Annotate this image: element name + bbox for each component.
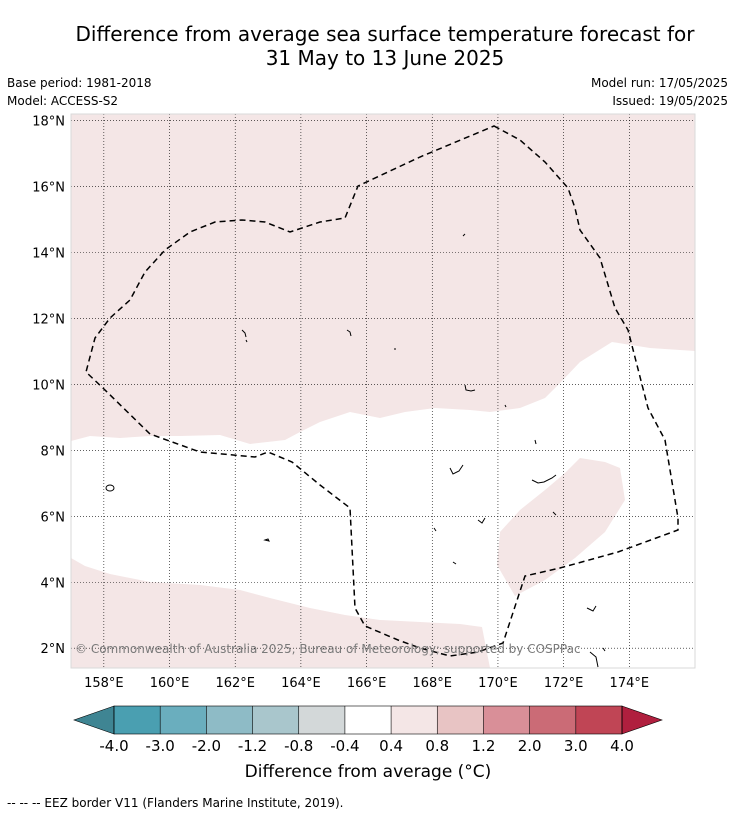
- island-15: [589, 651, 599, 668]
- islands: [105, 233, 606, 668]
- colorbar-tick-label: -2.0: [192, 737, 221, 755]
- island-2: [263, 538, 270, 542]
- colorbar-under-arrow: [73, 705, 115, 735]
- island-16: [602, 647, 606, 652]
- lat-tick-label: 6°N: [41, 510, 66, 525]
- title-line-2: 31 May to 13 June 2025: [265, 46, 505, 70]
- island-4: [346, 329, 352, 337]
- meta-left: Base period: 1981-2018 Model: ACCESS-S2: [7, 74, 152, 110]
- island-14: [586, 605, 597, 612]
- lon-tick-label: 160°E: [150, 676, 190, 691]
- eez-border: [85, 125, 679, 657]
- colorbar-segment: [575, 706, 622, 734]
- lat-tick-label: 4°N: [41, 576, 66, 591]
- eastern-warm-region: [497, 458, 625, 596]
- lat-tick-label: 10°N: [32, 378, 65, 393]
- lat-tick-label: 16°N: [32, 181, 65, 196]
- lat-tick-label: 8°N: [41, 444, 66, 459]
- colorbar-segment: [483, 706, 530, 734]
- colorbar-tick-label: -1.2: [238, 737, 267, 755]
- colorbar-tick-label: 1.2: [472, 737, 496, 755]
- colorbar-tick-label: -4.0: [99, 737, 128, 755]
- colorbar-tick-label: -0.8: [284, 737, 313, 755]
- island-8: [449, 464, 464, 475]
- island-10: [531, 474, 557, 484]
- lon-tick-label: 168°E: [412, 676, 452, 691]
- gridlines: [71, 114, 695, 668]
- island-1: [105, 484, 115, 492]
- lat-tick-label: 12°N: [32, 312, 65, 327]
- island-12: [433, 527, 437, 532]
- map-title: Difference from average sea surface temp…: [40, 22, 730, 70]
- colorbar-segment: [391, 706, 438, 734]
- lon-tick-label: 172°E: [544, 676, 584, 691]
- model-name: Model: ACCESS-S2: [7, 94, 119, 108]
- lat-tick-label: 18°N: [32, 115, 65, 130]
- colorbar-over-arrow: [621, 705, 663, 735]
- longitude-labels: 158°E 160°E 162°E 164°E 166°E 168°E 170°E 172°E…: [84, 676, 649, 691]
- island-17: [534, 439, 537, 445]
- base-period: Base period: 1981-2018: [7, 76, 152, 90]
- island-13: [452, 561, 457, 565]
- colorbar-tick-label: 0.4: [379, 737, 403, 755]
- island-6: [462, 233, 466, 237]
- lon-tick-label: 174°E: [610, 676, 650, 691]
- latitude-labels: 18°N 16°N 14°N 12°N 10°N 8°N 6°N 4°N 2°N: [32, 115, 65, 658]
- model-run: Model run: 17/05/2025: [590, 76, 728, 90]
- colorbar-segment: [529, 706, 576, 734]
- copyright-note: © Commonwealth of Australia 2025, Bureau…: [75, 642, 581, 656]
- island-3: [241, 329, 248, 343]
- colorbar-segment: [344, 706, 392, 734]
- lon-tick-label: 162°E: [215, 676, 255, 691]
- southern-warm-region: [71, 558, 490, 668]
- island-11: [552, 511, 557, 516]
- colorbar-segment: [437, 706, 484, 734]
- issued-date: Issued: 19/05/2025: [612, 94, 728, 108]
- colorbar-tick-label: 4.0: [610, 737, 634, 755]
- colorbar-tick-label: -0.4: [330, 737, 359, 755]
- map-frame: [70, 113, 696, 669]
- colorbar-tick-label: 3.0: [564, 737, 588, 755]
- island-7: [464, 384, 476, 392]
- meta-right: Model run: 17/05/2025 Issued: 19/05/2025: [591, 74, 728, 110]
- island-9: [477, 517, 486, 524]
- lon-tick-label: 170°E: [478, 676, 518, 691]
- lon-tick-label: 164°E: [281, 676, 321, 691]
- colorbar-segment: [114, 706, 161, 734]
- colorbar: -4.0 -3.0 -2.0 -1.2 -0.8 -0.4 0.4 0.8 1.2 2.0 3.0 4…: [73, 705, 663, 755]
- lat-tick-label: 2°N: [41, 642, 66, 657]
- colorbar-segment: [206, 706, 253, 734]
- anomaly-regions: [71, 114, 695, 668]
- colorbar-segment: [160, 706, 207, 734]
- lon-tick-label: 158°E: [84, 676, 124, 691]
- colorbar-segment: [252, 706, 299, 734]
- colorbar-tick-label: 2.0: [518, 737, 542, 755]
- eez-footnote: -- -- -- EEZ border V11 (Flanders Marine…: [7, 796, 344, 810]
- colorbar-label: Difference from average (°C): [244, 762, 492, 782]
- lon-tick-label: 166°E: [347, 676, 387, 691]
- colorbar-tick-label: -3.0: [146, 737, 175, 755]
- lat-tick-label: 14°N: [32, 247, 65, 262]
- title-line-1: Difference from average sea surface temp…: [75, 22, 695, 46]
- northern-warm-region: [71, 114, 695, 444]
- colorbar-tick-label: 0.8: [425, 737, 449, 755]
- colorbar-segment: [298, 706, 345, 734]
- island-18: [504, 404, 507, 408]
